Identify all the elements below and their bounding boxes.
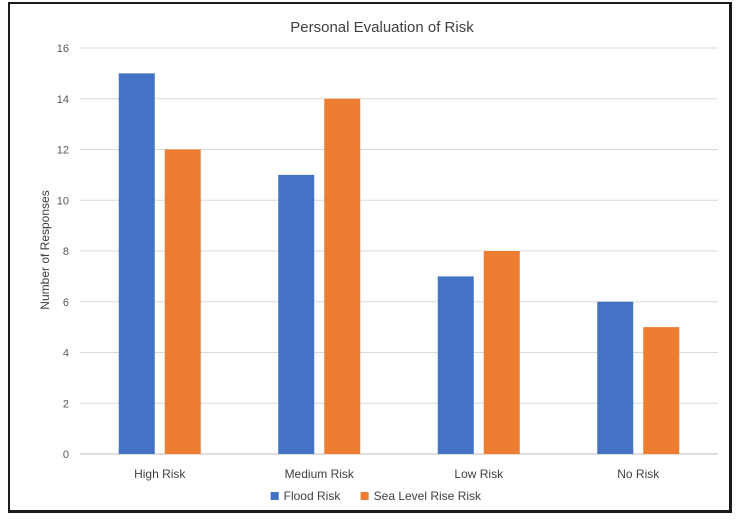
chart-title: Personal Evaluation of Risk bbox=[290, 19, 474, 36]
y-tick-label: 10 bbox=[57, 195, 69, 207]
legend-label: Sea Level Rise Risk bbox=[374, 489, 482, 503]
y-tick-label: 14 bbox=[57, 94, 69, 106]
bars bbox=[118, 73, 680, 454]
y-tick-label: 16 bbox=[57, 43, 69, 55]
y-tick-label: 4 bbox=[63, 348, 69, 360]
axis-ticks: 0 2 4 6 8 10 12 14 16 High Risk Medium Risk Low Ris… bbox=[57, 43, 660, 481]
legend-swatch bbox=[270, 492, 279, 500]
bar-sea-level-rise-risk bbox=[483, 251, 520, 454]
bar-sea-level-rise-risk bbox=[643, 327, 680, 454]
y-tick-label: 0 bbox=[63, 449, 69, 461]
legend-label: Flood Risk bbox=[284, 489, 342, 503]
x-tick-label: Low Risk bbox=[454, 467, 504, 481]
bar-sea-level-rise-risk bbox=[164, 149, 201, 454]
x-tick-label: High Risk bbox=[134, 467, 186, 481]
bar-flood-risk bbox=[597, 301, 634, 454]
legend-swatch bbox=[360, 492, 369, 500]
y-axis-label: Number of Responses bbox=[38, 190, 52, 309]
y-tick-label: 2 bbox=[63, 398, 69, 410]
bar-sea-level-rise-risk bbox=[324, 98, 361, 454]
y-tick-label: 6 bbox=[63, 297, 69, 309]
bar-flood-risk bbox=[278, 174, 315, 454]
x-tick-label: No Risk bbox=[617, 467, 660, 481]
y-tick-label: 8 bbox=[63, 246, 69, 258]
bar-flood-risk bbox=[118, 73, 155, 454]
y-tick-label: 12 bbox=[57, 145, 69, 157]
x-tick-label: Medium Risk bbox=[285, 467, 355, 481]
bar-flood-risk bbox=[437, 276, 474, 454]
legend: Flood Risk Sea Level Rise Risk bbox=[270, 489, 482, 503]
